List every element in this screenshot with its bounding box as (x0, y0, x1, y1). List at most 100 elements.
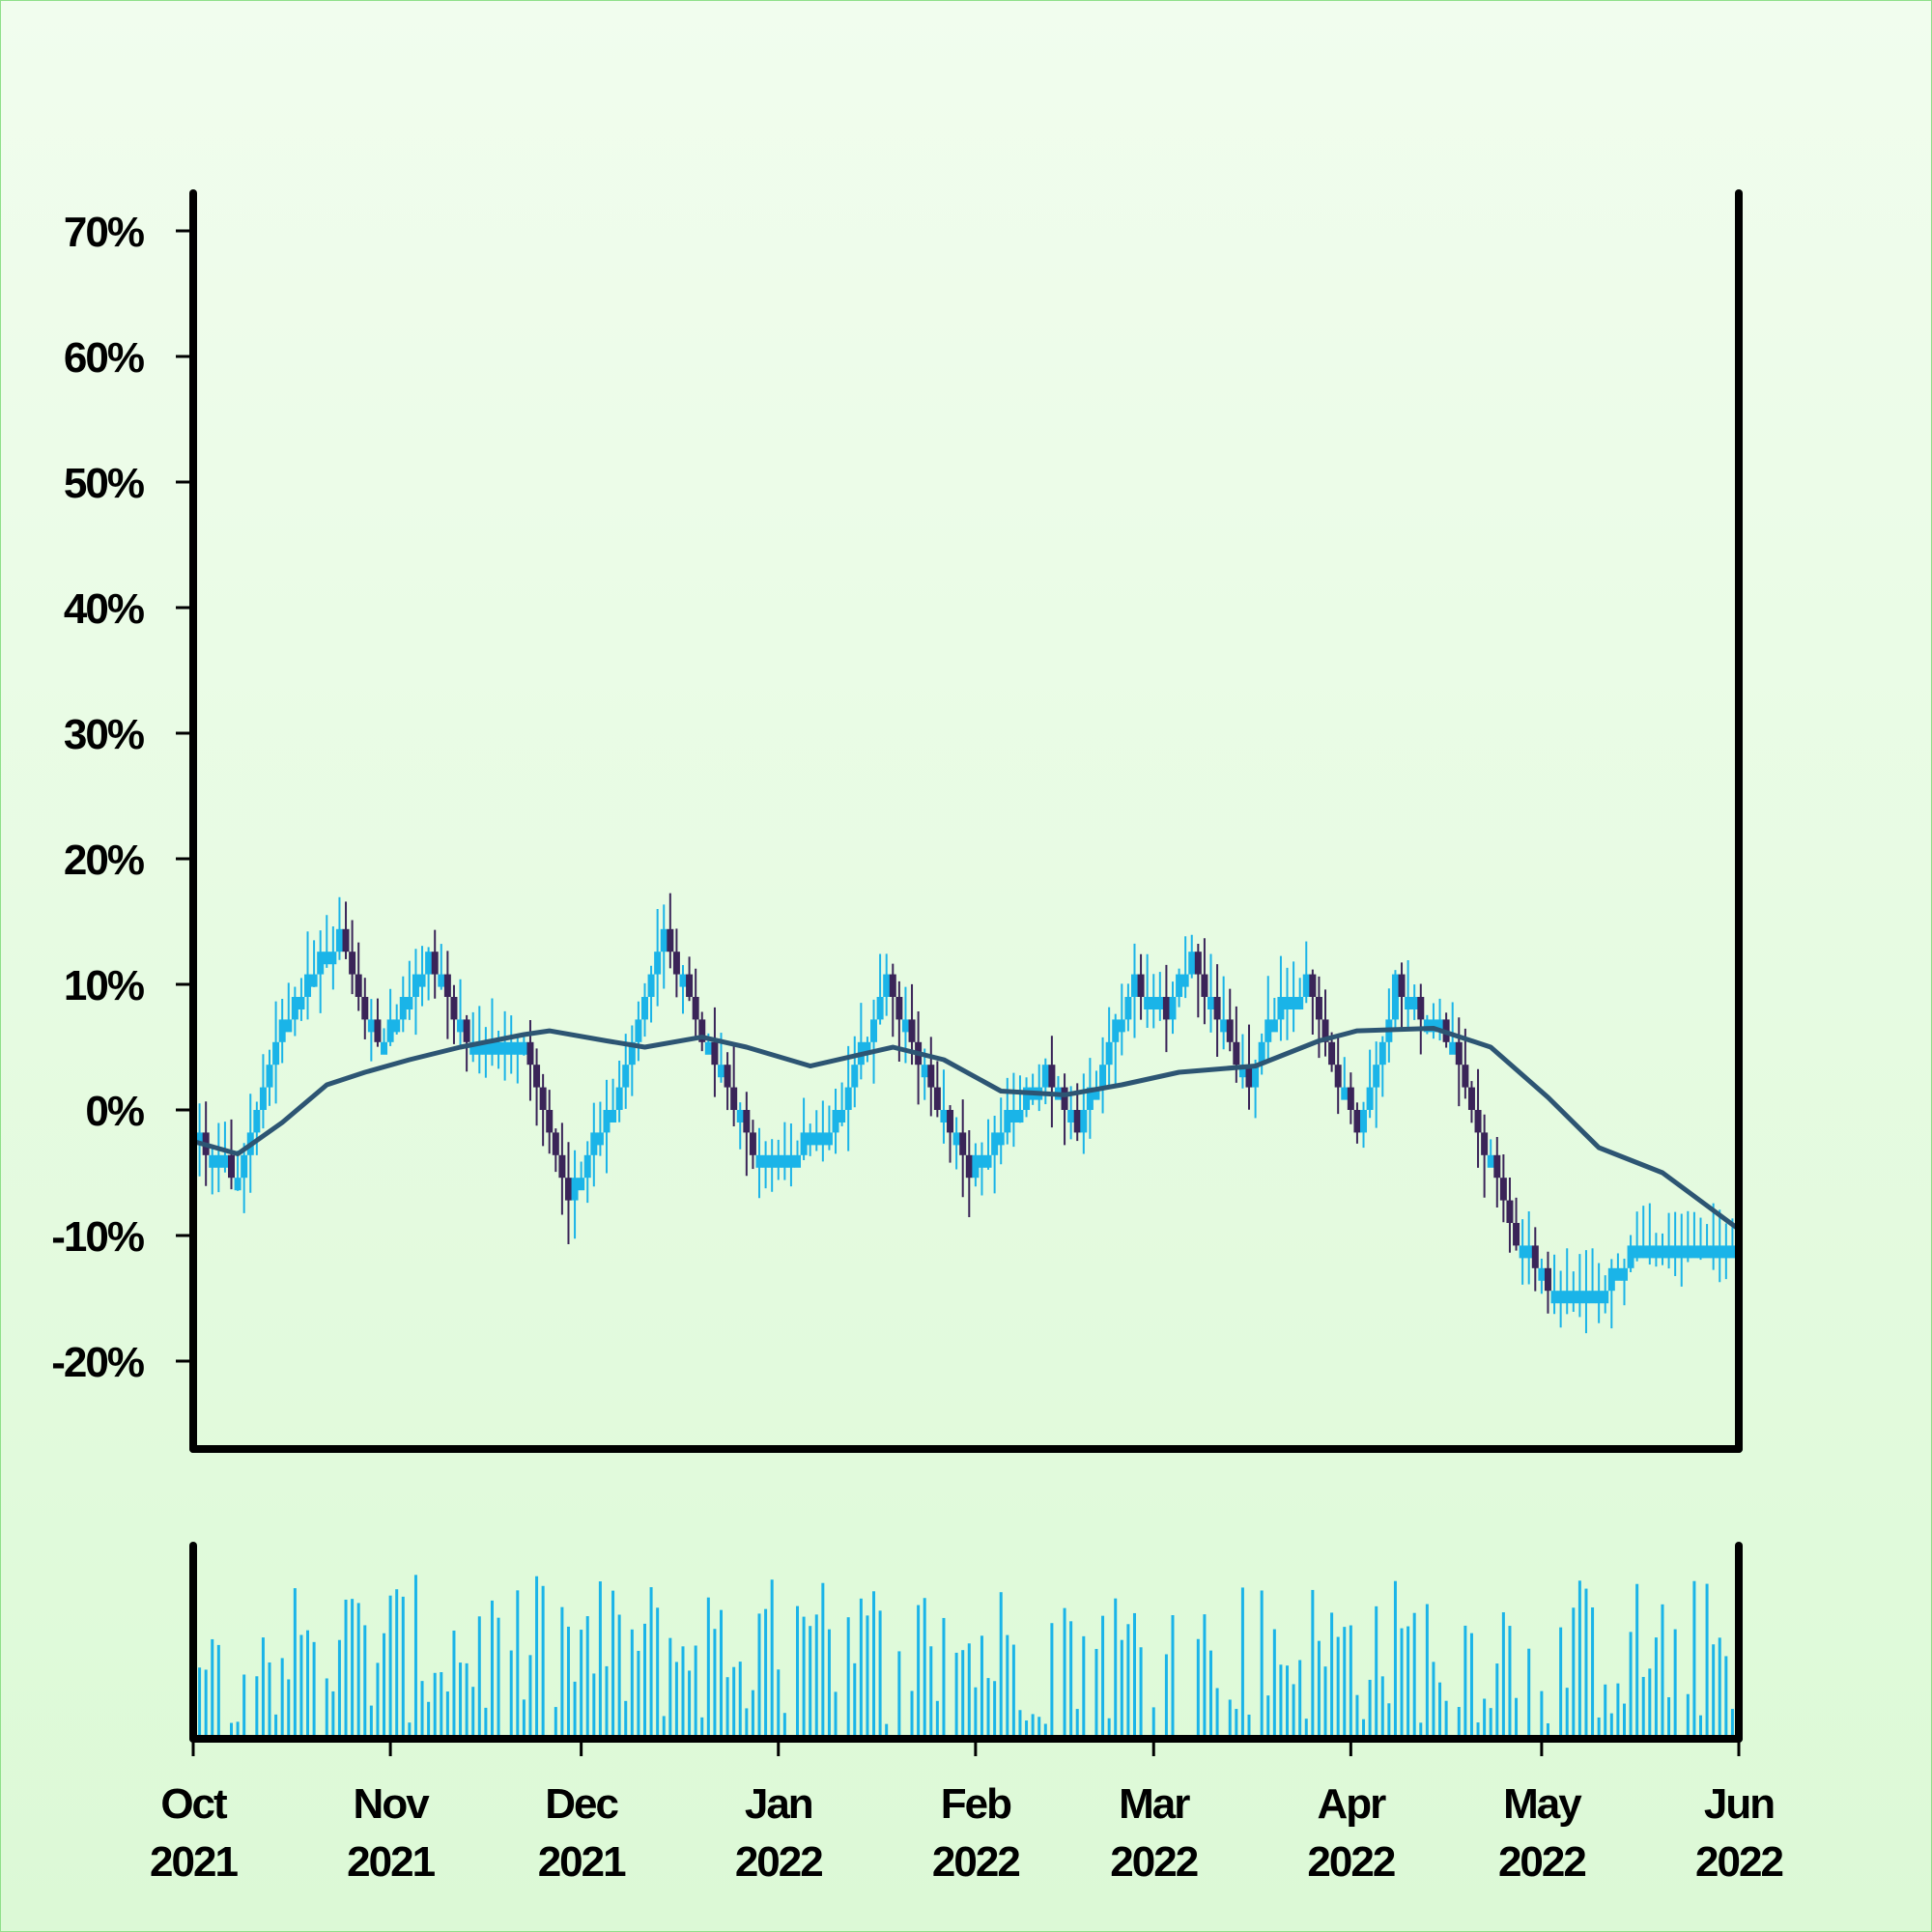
moving-average-line (192, 1026, 1741, 1232)
volume-bar (725, 1677, 729, 1739)
volume-bar (954, 1652, 958, 1739)
volume-bar (1240, 1587, 1244, 1739)
candle-body (1220, 1019, 1228, 1033)
volume-bar (974, 1687, 978, 1739)
candle-body (399, 997, 407, 1020)
candle-body (1659, 1245, 1666, 1259)
candle-body (1430, 1019, 1437, 1033)
volume-bar (1311, 1589, 1315, 1739)
y-tick-label: 20% (64, 837, 144, 884)
candle-body (933, 1087, 941, 1110)
volume-bar (1228, 1699, 1232, 1739)
candle-body (1041, 1065, 1049, 1088)
volume-bar (796, 1605, 800, 1739)
volume-bar (751, 1690, 754, 1739)
volume-bar (261, 1637, 265, 1739)
candle-body (832, 1110, 839, 1133)
candle-body (1519, 1245, 1526, 1259)
volume-bar (204, 1669, 208, 1739)
volume-bar (1622, 1703, 1626, 1739)
volume-bar (1495, 1663, 1499, 1739)
volume-bar (738, 1662, 742, 1739)
volume-bar (1317, 1640, 1321, 1739)
candle-body (978, 1154, 985, 1168)
volume-bar (198, 1667, 202, 1739)
volume-bar (337, 1639, 341, 1739)
candle-body (762, 1154, 770, 1168)
candle-body (412, 974, 419, 997)
candle-body (1499, 1178, 1507, 1201)
volume-bar (580, 1630, 583, 1739)
candle-body (965, 1154, 973, 1179)
volume-bar (1101, 1615, 1105, 1739)
volume-bar (280, 1658, 284, 1739)
candle-body (1506, 1200, 1514, 1223)
candle-body (807, 1132, 814, 1146)
volume-bar (376, 1662, 380, 1739)
x-tick-month: Nov (354, 1780, 431, 1828)
x-tick-year: 2022 (1307, 1838, 1394, 1886)
candle-body (1016, 1110, 1024, 1122)
candle-body (241, 1154, 248, 1179)
candle-body (952, 1132, 960, 1146)
candle-body (1366, 1087, 1374, 1110)
candle-body (768, 1154, 776, 1168)
candle-body (1086, 1087, 1094, 1110)
candle-body (628, 1041, 636, 1065)
candle-body (1169, 997, 1177, 1020)
volume-bar (1260, 1590, 1264, 1739)
candle-body (285, 1019, 293, 1033)
candle-body (984, 1154, 992, 1168)
candle-body (794, 1154, 802, 1168)
candle-body (266, 1065, 273, 1088)
x-tick-year: 2021 (347, 1838, 435, 1886)
volume-bar (509, 1650, 513, 1739)
volume-bar (993, 1681, 997, 1739)
candle-body (1462, 1065, 1469, 1088)
candle-body (578, 1178, 585, 1191)
volume-bar (1635, 1583, 1639, 1739)
candle-body (361, 997, 369, 1020)
volume-bar (1546, 1722, 1549, 1739)
candle-body (1690, 1245, 1698, 1259)
candle-body (304, 974, 312, 997)
volume-bar (649, 1587, 653, 1739)
volume-bar (1298, 1660, 1302, 1739)
candle-body (443, 974, 451, 997)
volume-bar (967, 1643, 971, 1739)
volume-bar (1094, 1648, 1098, 1739)
candle-body (1176, 974, 1183, 997)
volume-bar (1686, 1693, 1690, 1739)
volume-bar (1043, 1723, 1047, 1739)
candle-body (221, 1154, 229, 1168)
volume-bar (980, 1635, 983, 1739)
volume-bar (484, 1707, 488, 1739)
volume-bar (535, 1576, 539, 1739)
candle-body (1696, 1245, 1704, 1259)
volume-bar (1368, 1679, 1372, 1739)
volume-bar (573, 1681, 577, 1739)
volume-bars (191, 1575, 1741, 1739)
candle-body (1665, 1245, 1673, 1259)
volume-bar (1380, 1676, 1384, 1739)
candle-body (647, 974, 655, 997)
volume-bar (809, 1626, 812, 1739)
volume-bar (745, 1708, 749, 1739)
candle-body (819, 1132, 827, 1146)
candle-body (349, 952, 356, 975)
volume-bar (363, 1625, 367, 1739)
volume-bar (388, 1595, 392, 1739)
candle-body (1589, 1291, 1597, 1304)
y-tick-label: -10% (51, 1213, 144, 1261)
candle-body (876, 997, 884, 1020)
volume-bar (216, 1644, 220, 1739)
volume-bar (242, 1674, 246, 1739)
candle-body (1245, 1065, 1253, 1088)
candle-body (1023, 1087, 1031, 1110)
candle-body (1233, 1041, 1240, 1065)
candle-body (1290, 997, 1297, 1009)
volume-bar (617, 1614, 621, 1739)
candle-body (1238, 1065, 1246, 1078)
volume-bar (598, 1581, 602, 1739)
candle-body (558, 1154, 566, 1179)
